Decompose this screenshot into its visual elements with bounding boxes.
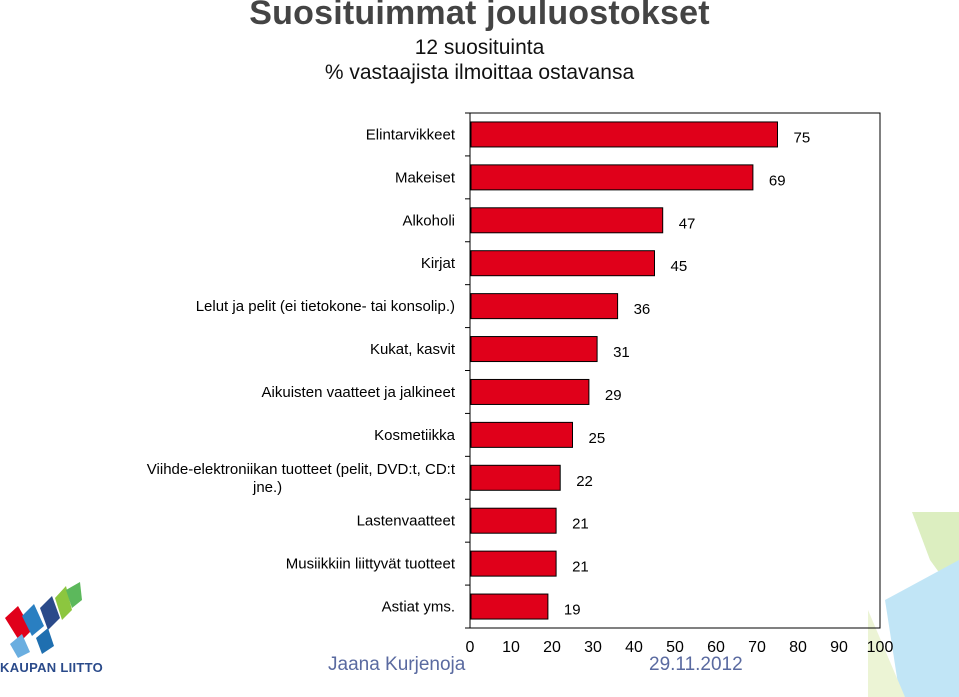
x-tick-label: 100 — [867, 639, 894, 656]
category-label: Kosmetiikka — [374, 427, 456, 444]
category-label: Lelut ja pelit (ei tietokone- tai konsol… — [196, 298, 455, 315]
bar — [470, 593, 549, 620]
data-label: 25 — [589, 430, 606, 447]
data-label: 45 — [671, 258, 688, 275]
bar — [470, 507, 557, 534]
logo-text: KAUPAN LIITTO — [0, 660, 104, 675]
x-tick-label: 90 — [830, 639, 848, 656]
x-tick-label: 40 — [625, 639, 643, 656]
bar — [470, 121, 778, 148]
data-label: 21 — [572, 559, 589, 576]
chart-title: Suosituimmat jouluostokset — [249, 0, 710, 32]
data-label: 47 — [679, 215, 696, 232]
data-label: 31 — [613, 344, 630, 361]
bar — [470, 378, 590, 405]
category-label: Kukat, kasvit — [370, 341, 456, 358]
bar — [470, 464, 561, 491]
x-tick-label: 0 — [466, 639, 475, 656]
category-label: Musiikkiin liittyvät tuotteet — [286, 556, 456, 573]
chart-subtitle-secondary: % vastaajista ilmoittaa ostavansa — [324, 61, 635, 84]
category-label: Makeiset — [395, 169, 456, 186]
data-label: 21 — [572, 516, 589, 533]
data-label: 19 — [564, 602, 581, 619]
x-tick-label: 50 — [666, 639, 684, 656]
chart-subtitle: 12 suosituinta — [414, 36, 545, 59]
bar — [470, 250, 655, 277]
bar — [470, 336, 598, 363]
category-label: Alkoholi — [402, 212, 455, 229]
bar — [470, 207, 664, 234]
bar — [470, 293, 619, 320]
logo-mark-icon — [5, 582, 82, 658]
category-label: Kirjat — [421, 255, 456, 272]
data-label: 22 — [576, 473, 593, 490]
category-label: Elintarvikkeet — [366, 126, 456, 143]
x-tick-label: 80 — [789, 639, 807, 656]
data-label: 75 — [794, 129, 811, 146]
category-label: Aikuisten vaatteet ja jalkineet — [262, 384, 456, 401]
decorative-corner-shapes — [868, 512, 959, 697]
bar — [470, 164, 754, 191]
x-tick-label: 70 — [748, 639, 766, 656]
footer-author: Jaana Kurjenoja — [328, 654, 466, 675]
kaupan-liitto-logo: KAUPAN LIITTO — [0, 578, 103, 678]
category-label: Viihde-elektroniikan tuotteet (pelit, DV… — [147, 461, 456, 496]
bar — [470, 550, 557, 577]
footer-date: 29.11.2012 — [649, 654, 743, 675]
x-tick-label: 20 — [543, 639, 561, 656]
category-label: Astiat yms. — [382, 599, 455, 616]
x-tick-label: 60 — [707, 639, 725, 656]
x-tick-label: 10 — [502, 639, 520, 656]
x-tick-label: 30 — [584, 639, 602, 656]
data-label: 29 — [605, 387, 622, 404]
bar — [470, 421, 573, 448]
category-label: Lastenvaatteet — [357, 513, 456, 530]
data-label: 36 — [634, 301, 651, 318]
data-label: 69 — [769, 172, 786, 189]
